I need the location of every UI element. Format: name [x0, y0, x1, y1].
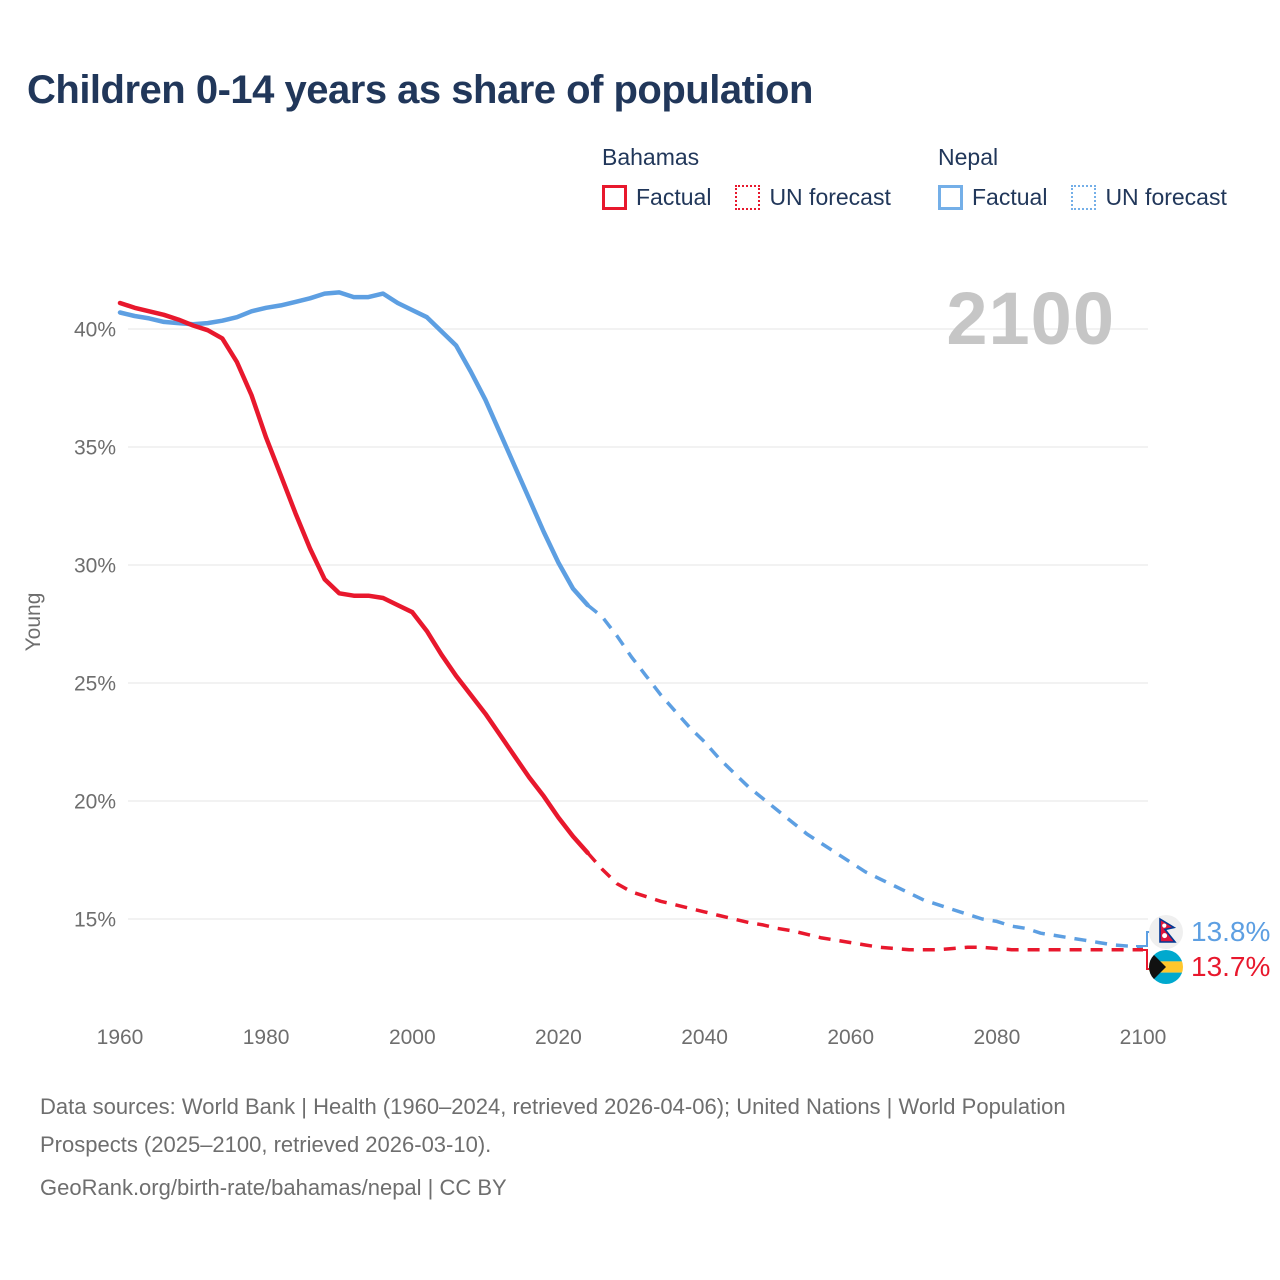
y-tick-label: 15%	[74, 909, 116, 932]
x-tick-label: 2040	[681, 1026, 728, 1049]
end-label-nepal[interactable]: 13.8%	[1149, 915, 1270, 949]
y-tick-label: 40%	[74, 319, 116, 342]
bahamas-flag-icon	[1149, 950, 1183, 984]
x-tick-label: 2060	[827, 1026, 874, 1049]
legend-nepal: Nepal Factual UN forecast	[938, 144, 1227, 211]
legend-bahamas-title: Bahamas	[602, 144, 700, 170]
x-tick-label: 1960	[97, 1026, 144, 1049]
legend-nepal-forecast-label: UN forecast	[1105, 184, 1227, 210]
nepal-flag-icon	[1149, 915, 1183, 949]
bahamas-solid-line	[117, 300, 590, 856]
y-tick-label: 25%	[74, 673, 116, 696]
y-tick-label: 30%	[74, 555, 116, 578]
data-sources-text: Data sources: World Bank | Health (1960–…	[40, 1094, 1066, 1157]
bahamas-factual-swatch-icon	[602, 185, 627, 210]
y-tick-label: 20%	[74, 791, 116, 814]
watermark-year: 2100	[946, 277, 1115, 360]
legend-bahamas-forecast[interactable]: UN forecast	[735, 184, 891, 211]
footer: Data sources: World Bank | Health (1960–…	[40, 1088, 1138, 1207]
legend-bahamas-forecast-label: UN forecast	[769, 184, 891, 210]
x-tick-label: 2080	[974, 1026, 1021, 1049]
source-link[interactable]: GeoRank.org/birth-rate/bahamas/nepal | C…	[40, 1175, 507, 1200]
nepal-solid-line	[117, 290, 590, 608]
y-axis-title: Young	[22, 593, 45, 652]
bahamas-forecast-swatch-icon	[735, 185, 761, 210]
nepal-dashed-line	[586, 603, 1144, 950]
legend-bahamas-factual[interactable]: Factual	[602, 184, 711, 211]
x-tick-label: 2000	[389, 1026, 436, 1049]
end-label-bahamas-value: 13.7%	[1191, 951, 1271, 982]
x-tick-label: 2020	[535, 1026, 582, 1049]
legend-bahamas-factual-label: Factual	[636, 184, 712, 210]
legend-nepal-forecast[interactable]: UN forecast	[1071, 184, 1227, 211]
legend-nepal-title: Nepal	[938, 144, 999, 170]
tick-labels-layer: 15% 20% 25% 30% 35% 40% 1960 1980 2000 2020 2040 20…	[74, 319, 1166, 1050]
x-tick-label: 1980	[243, 1026, 290, 1049]
legend-nepal-factual-label: Factual	[972, 184, 1048, 210]
x-tick-label: 2100	[1120, 1026, 1167, 1049]
bahamas-dashed-line	[586, 851, 1143, 952]
legend-nepal-factual[interactable]: Factual	[938, 184, 1047, 211]
end-label-bahamas[interactable]: 13.7%	[1149, 950, 1270, 984]
legend-bahamas: Bahamas Factual UN forecast	[602, 144, 891, 211]
gridlines-layer	[128, 328, 1148, 920]
series-layer	[117, 290, 1144, 952]
nepal-factual-swatch-icon	[938, 185, 963, 210]
page-title: Children 0-14 years as share of populati…	[27, 68, 813, 112]
end-label-nepal-value: 13.8%	[1191, 916, 1271, 947]
y-tick-label: 35%	[74, 437, 116, 460]
nepal-forecast-swatch-icon	[1071, 185, 1097, 210]
